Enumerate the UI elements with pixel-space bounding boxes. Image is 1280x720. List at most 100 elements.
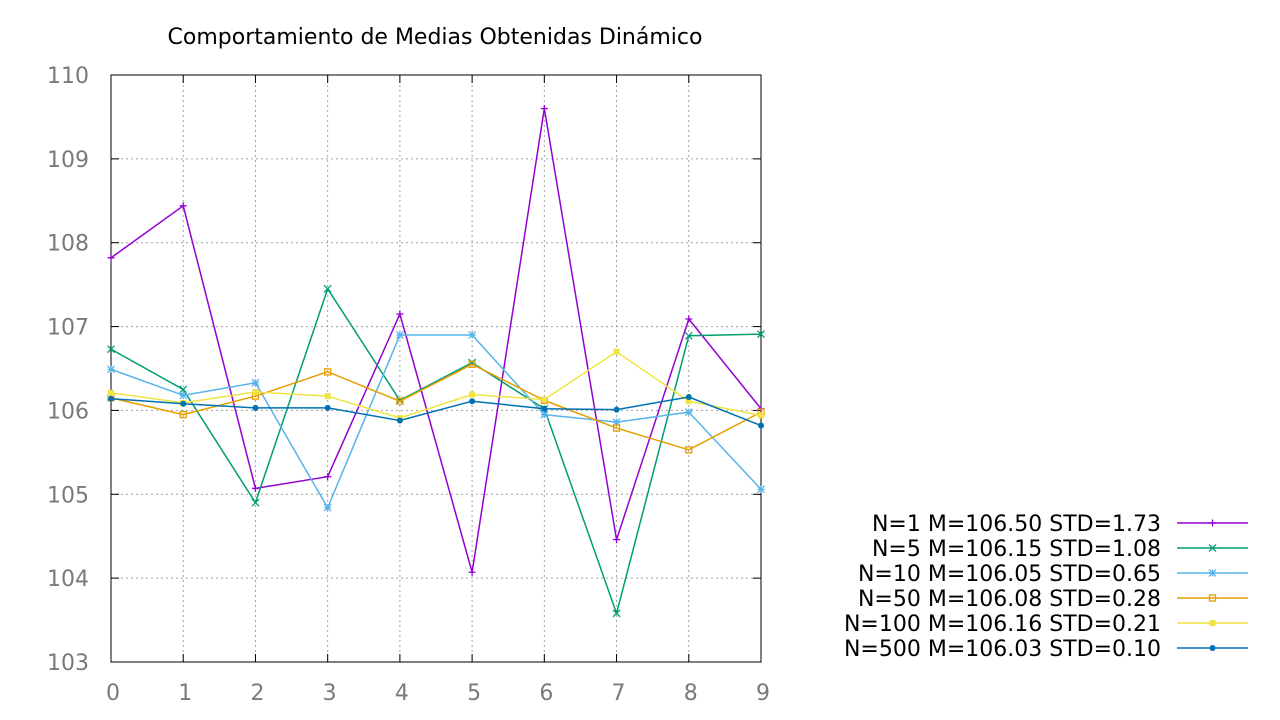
data-point [685,394,692,401]
series-layer [107,105,765,618]
data-point [468,330,477,339]
data-point [684,408,693,417]
data-point [541,405,548,412]
data-point [179,391,188,400]
data-point [179,385,188,394]
data-point [107,365,115,374]
x-tick-label: 7 [612,681,626,706]
data-point [323,284,332,293]
tick-layer: 103 104 105 106 107 108 109 110 0 1 2 3 4 5 6 7 8 9 [47,64,770,706]
chart-title: Comportamiento de Medias Obtenidas Dinám… [168,25,703,50]
data-point [251,498,260,507]
legend-swatch-marker [1209,519,1216,527]
series-line [110,350,762,419]
legend-entry: N=1 M=106.50 STD=1.73 [872,512,1248,537]
series-line [110,396,762,427]
x-tick-label: 3 [323,681,337,706]
data-point [540,105,548,113]
x-tick-label: 1 [178,681,192,706]
x-tick-label: 2 [250,681,264,706]
grid-layer [111,75,761,662]
series-4 [107,360,765,454]
series-1 [107,105,765,576]
y-tick-label: 107 [47,316,89,341]
legend-swatch-marker [1209,645,1216,651]
plot-frame [110,74,762,663]
data-point [180,400,187,407]
legend-entry: N=500 M=106.03 STD=0.10 [844,637,1248,662]
legend-swatch-marker [1208,594,1217,602]
series-5 [108,348,764,421]
legend-label: N=10 M=106.05 STD=0.65 [858,562,1161,587]
legend-label: N=50 M=106.08 STD=0.28 [858,587,1161,612]
series-line [110,107,762,574]
data-point [396,397,404,405]
data-point [613,348,620,355]
legend: N=1 M=106.50 STD=1.73N=5 M=106.15 STD=1.… [844,512,1248,662]
data-point [107,345,115,354]
data-point [324,404,331,411]
x-tick-label: 6 [539,681,553,706]
x-tick-label: 4 [395,681,409,706]
data-point [324,393,331,400]
y-tick-label: 108 [47,232,89,257]
series-line [110,363,762,451]
y-tick-label: 109 [47,148,89,173]
y-tick-label: 104 [47,567,89,592]
data-point [252,388,259,395]
legend-swatch-marker [1208,544,1217,552]
data-point [324,473,332,481]
series-6 [108,394,764,429]
data-point [395,330,404,339]
data-point [612,418,621,427]
series-3 [107,330,765,512]
legend-entry: N=50 M=106.08 STD=0.28 [858,587,1248,612]
data-point [468,568,476,576]
y-tick-label: 110 [47,64,89,89]
legend-label: N=1 M=106.50 STD=1.73 [872,512,1161,537]
legend-label: N=100 M=106.16 STD=0.21 [844,612,1161,637]
y-tick-label: 105 [47,483,89,508]
data-point [684,331,693,340]
legend-swatch-marker [1209,620,1216,626]
series-line [110,288,762,615]
legend-swatch-marker [1208,569,1217,577]
legend-entry: N=5 M=106.15 STD=1.08 [872,537,1248,562]
x-tick-label: 8 [684,681,698,706]
data-point [469,398,476,405]
data-point [252,404,259,411]
data-point [612,424,621,432]
data-point [251,484,259,492]
data-point [613,406,620,413]
data-point [757,330,765,339]
legend-label: N=500 M=106.03 STD=0.10 [844,637,1161,662]
data-point [251,378,260,387]
data-point [468,360,476,368]
x-tick-label: 0 [106,681,120,706]
data-point [396,417,403,424]
data-point [685,398,692,405]
series-line [110,334,762,509]
x-tick-label: 5 [467,681,481,706]
data-point [758,412,764,419]
data-point [685,315,693,323]
data-point [108,395,114,402]
data-point [323,503,332,512]
legend-entry: N=10 M=106.05 STD=0.65 [858,562,1248,587]
data-point [757,485,765,494]
data-point [179,202,187,210]
legend-label: N=5 M=106.15 STD=1.08 [872,537,1161,562]
data-point [396,310,404,318]
x-tick-label: 9 [756,681,770,706]
data-point [324,368,332,376]
y-tick-label: 106 [47,399,89,424]
data-point [179,410,187,419]
data-point [612,609,621,618]
data-point [685,446,693,454]
data-point [613,536,621,544]
legend-entry: N=100 M=106.16 STD=0.21 [844,612,1248,637]
data-point [541,396,548,403]
data-point [469,391,476,398]
data-point [108,389,114,396]
